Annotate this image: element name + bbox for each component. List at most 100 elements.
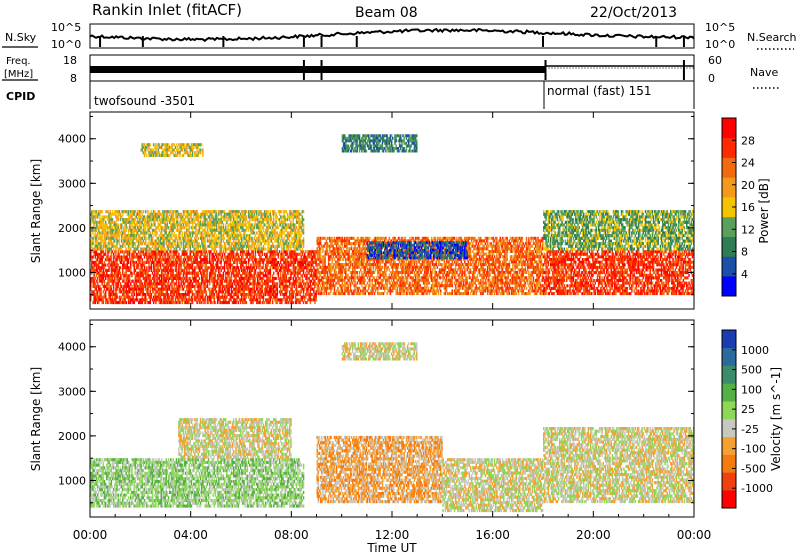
heatmap-cell <box>163 239 165 243</box>
heatmap-cell <box>119 295 122 299</box>
heatmap-cell <box>93 220 95 224</box>
heatmap-cell <box>209 215 211 219</box>
heatmap-cell <box>255 287 258 291</box>
heatmap-cell <box>139 228 141 232</box>
heatmap-cell <box>178 268 180 272</box>
heatmap-cell <box>293 290 296 294</box>
heatmap-cell <box>238 258 241 262</box>
heatmap-cell <box>116 293 118 297</box>
heatmap-cell <box>260 250 262 254</box>
heatmap-cell <box>124 236 126 240</box>
heatmap-cell <box>188 271 190 275</box>
heatmap-cell <box>101 226 103 230</box>
heatmap-cell <box>155 239 157 243</box>
heatmap-cell <box>143 252 146 256</box>
heatmap-cell <box>252 266 254 270</box>
heatmap-cell <box>274 276 276 280</box>
heatmap-cell <box>116 215 118 219</box>
heatmap-cell <box>171 284 173 288</box>
heatmap-cell <box>242 268 244 272</box>
heatmap-cell <box>154 239 156 243</box>
heatmap-cell <box>233 293 235 297</box>
heatmap-cell <box>207 298 210 302</box>
heatmap-cell <box>178 263 180 267</box>
heatmap-cell <box>170 293 172 297</box>
heatmap-cell <box>286 298 289 302</box>
heatmap-cell <box>298 266 300 270</box>
heatmap-cell <box>130 231 132 235</box>
heatmap-cell <box>197 250 199 254</box>
heatmap-cell <box>285 301 288 305</box>
heatmap-cell <box>229 295 232 299</box>
heatmap-cell <box>252 250 254 254</box>
heatmap-cell <box>271 293 274 297</box>
heatmap-cell <box>268 290 270 294</box>
heatmap-cell <box>245 279 248 283</box>
heatmap-cell <box>150 284 153 288</box>
heatmap-cell <box>237 279 240 283</box>
heatmap-cell <box>295 258 298 262</box>
heatmap-cell <box>297 298 299 302</box>
heatmap-cell <box>206 236 209 240</box>
heatmap-cell <box>284 274 286 278</box>
heatmap-cell <box>255 298 258 302</box>
heatmap-cell <box>247 293 250 297</box>
heatmap-cell <box>191 271 194 275</box>
heatmap-cell <box>250 295 252 299</box>
heatmap-cell <box>139 234 141 238</box>
heatmap-cell <box>99 215 101 219</box>
heatmap-cell <box>202 279 204 283</box>
heatmap-cell <box>241 295 243 299</box>
heatmap-cell <box>142 247 145 251</box>
heatmap-cell <box>141 301 143 305</box>
heatmap-cell <box>303 284 306 288</box>
heatmap-cell <box>215 226 218 230</box>
heatmap-cell <box>168 260 171 264</box>
heatmap-cell <box>104 220 107 224</box>
heatmap-cell <box>154 223 156 227</box>
heatmap-cell <box>152 215 155 219</box>
heatmap-cell <box>301 276 304 280</box>
heatmap-cell <box>119 255 122 259</box>
heatmap-cell <box>209 250 211 254</box>
heatmap-cell <box>205 290 207 294</box>
heatmap-cell <box>295 234 298 238</box>
heatmap-cell <box>293 266 296 270</box>
heatmap-cell <box>172 276 174 280</box>
heatmap-cell <box>298 298 300 302</box>
heatmap-cell <box>130 290 132 294</box>
heatmap-cell <box>279 276 282 280</box>
heatmap-cell <box>203 287 205 291</box>
heatmap-cell <box>127 212 130 216</box>
heatmap-cell <box>183 268 186 272</box>
heatmap-cell <box>148 266 150 270</box>
heatmap-cell <box>141 263 143 267</box>
heatmap-cell <box>265 284 267 288</box>
heatmap-cell <box>142 260 145 264</box>
heatmap-cell <box>147 290 149 294</box>
heatmap-cell <box>269 295 272 299</box>
heatmap-cell <box>275 268 277 272</box>
heatmap-cell <box>292 250 294 254</box>
heatmap-cell <box>143 263 146 267</box>
heatmap-cell <box>183 258 186 262</box>
heatmap-cell <box>207 301 210 305</box>
heatmap-cell <box>112 231 115 235</box>
heatmap-cell <box>115 212 117 216</box>
heatmap-cell <box>93 271 95 275</box>
heatmap-cell <box>230 287 233 291</box>
heatmap-cell <box>282 287 284 291</box>
heatmap-cell <box>116 260 118 264</box>
heatmap-cell <box>282 266 284 270</box>
heatmap-cell <box>160 220 163 224</box>
heatmap-cell <box>300 295 302 299</box>
heatmap-cell <box>165 284 167 288</box>
heatmap-cell <box>230 274 233 278</box>
heatmap-cell <box>164 260 166 264</box>
heatmap-cell <box>138 220 140 224</box>
heatmap-cell <box>100 236 102 240</box>
heatmap-cell <box>213 284 215 288</box>
heatmap-cell <box>188 268 190 272</box>
heatmap-cell <box>101 236 103 240</box>
heatmap-cell <box>94 212 97 216</box>
